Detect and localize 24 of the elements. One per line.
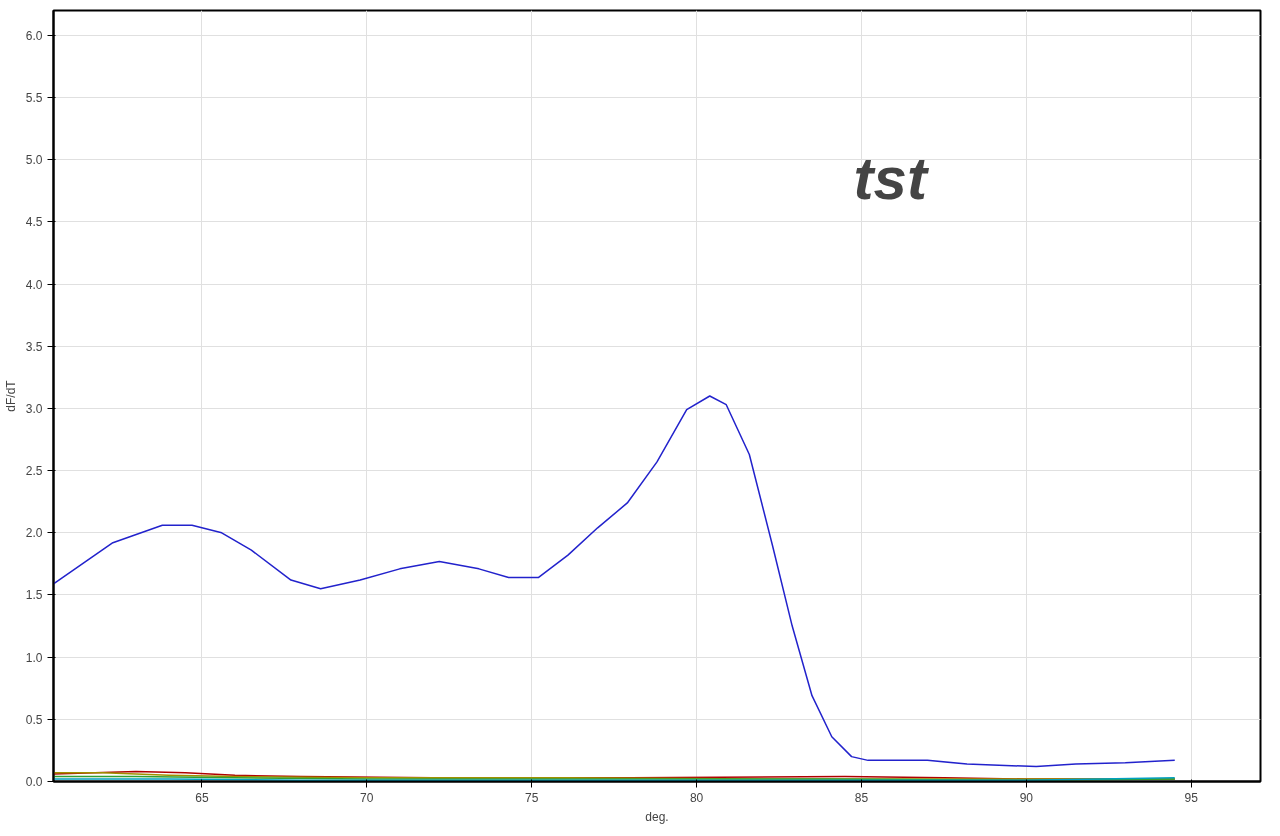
y-tick-label: 2.0	[25, 526, 43, 541]
y-tick-label: 1.0	[25, 650, 43, 665]
y-tick-label: 5.5	[25, 91, 43, 106]
y-tick-label: 0.5	[25, 712, 43, 727]
x-tick-label: 65	[195, 790, 209, 805]
x-tick-label: 70	[360, 790, 374, 805]
x-tick-label: 95	[1184, 790, 1199, 805]
y-tick-label: 4.0	[25, 277, 43, 292]
y-tick-label: 3.5	[25, 339, 43, 354]
y-tick-label: 5.0	[25, 153, 43, 168]
x-tick-label: 75	[525, 790, 539, 805]
x-tick-label: 85	[854, 790, 869, 805]
y-tick-label: 2.5	[25, 464, 43, 479]
x-tick-label: 90	[1019, 790, 1034, 805]
annotation: tst	[853, 144, 930, 212]
y-tick-label: 3.0	[25, 401, 43, 416]
y-tick-label: 4.5	[25, 215, 43, 230]
x-tick-label: 80	[689, 790, 704, 805]
y-tick-label: 6.0	[25, 28, 43, 43]
y-tick-label: 1.5	[25, 588, 43, 603]
y-tick-label: 0.0	[25, 775, 43, 789]
x-axis-title: deg.	[645, 809, 669, 824]
line-series	[53, 395, 1176, 768]
y-axis-title: dF/dT	[3, 379, 18, 412]
